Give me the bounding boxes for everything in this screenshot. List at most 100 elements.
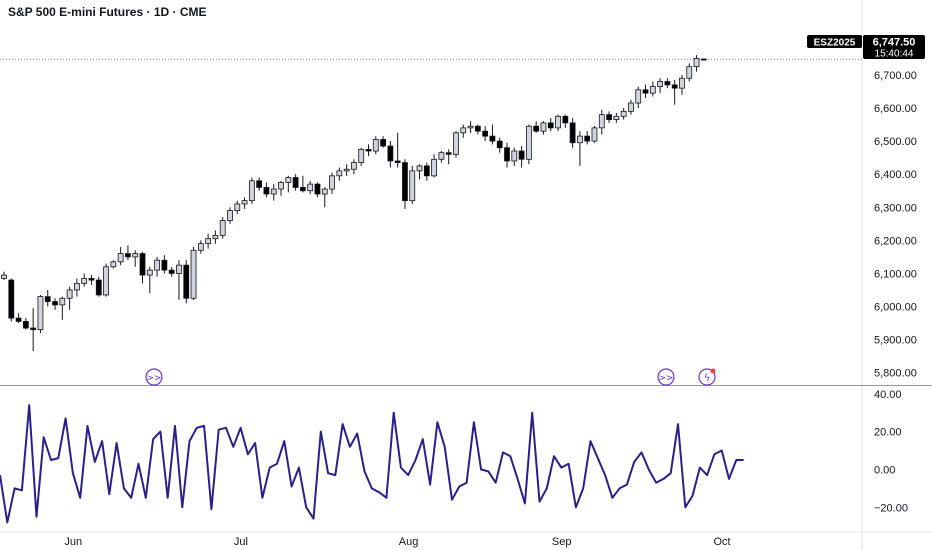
candle-body-up: [241, 200, 248, 205]
candle: [15, 313, 22, 324]
symbol-tag: ESZ2025: [814, 38, 856, 49]
price-tick-label: 6,700.00: [874, 70, 917, 82]
candle-body-down: [139, 253, 146, 276]
candle-body-down: [183, 264, 190, 299]
candle: [635, 86, 642, 109]
candle-body-down: [402, 162, 408, 202]
candle: [504, 142, 510, 168]
candle-body-down: [365, 148, 372, 152]
candle-body-down: [482, 130, 489, 137]
candle: [125, 245, 131, 261]
time-tick-label: Jun: [64, 536, 82, 548]
candle: [649, 81, 656, 97]
candle: [438, 151, 445, 163]
candle: [700, 58, 707, 61]
candle: [613, 112, 620, 123]
symbol-tag-bg: [807, 35, 862, 48]
candle: [598, 109, 605, 135]
event-icon-dividend-2[interactable]: >>: [657, 368, 675, 386]
candle-body-down: [489, 135, 496, 142]
candle-body-down: [168, 269, 175, 274]
candle: [671, 79, 678, 105]
candle: [577, 131, 583, 166]
candle: [584, 131, 591, 145]
candle-body-up: [176, 264, 182, 274]
time-axis[interactable]: Jun Jul Aug Sep Oct: [64, 536, 730, 548]
candle-body-down: [44, 296, 51, 302]
event-icon-dividend-1[interactable]: >>: [145, 368, 163, 386]
chart-title: S&P 500 E-mini Futures · 1D · CME: [8, 5, 207, 19]
candle-body-up: [103, 266, 109, 296]
candle-body-down: [394, 160, 401, 164]
candle-body-up: [285, 177, 292, 183]
candle-body-down: [161, 259, 168, 271]
candle: [292, 174, 299, 191]
candle-body-up: [686, 66, 693, 79]
candle: [37, 294, 44, 333]
candle-body-up: [1, 274, 7, 279]
candle: [103, 263, 109, 297]
candle-body-up: [66, 289, 73, 299]
candle-body-up: [146, 269, 153, 276]
candle: [642, 84, 649, 99]
candle: [1, 271, 7, 281]
candle: [380, 136, 386, 148]
candle: [256, 177, 263, 191]
candle: [176, 260, 182, 300]
candle-body-up: [321, 188, 328, 195]
candle-body-up: [307, 183, 314, 192]
candle-body-up: [132, 253, 139, 258]
last-price-label: 6,747.50: [873, 37, 916, 49]
candle: [44, 289, 51, 307]
candle-body-up: [270, 188, 277, 195]
candle-body-up: [431, 158, 438, 177]
price-tick-label: 6,100.00: [874, 268, 917, 280]
candle: [270, 184, 277, 201]
candle: [88, 275, 95, 286]
candle: [205, 233, 212, 249]
oscillator-tick-label: 40.00: [874, 389, 902, 401]
price-axis[interactable]: 5,800.00 5,900.00 6,000.00 6,100.00 6,200.00…: [874, 37, 917, 380]
candle: [336, 167, 343, 181]
candle-body-up: [635, 89, 642, 104]
candle: [146, 266, 153, 294]
price-tick-label: 6,400.00: [874, 169, 917, 181]
time-tick-label: Sep: [552, 536, 572, 548]
candle-body-down: [584, 135, 591, 142]
candle-body-up: [59, 297, 66, 306]
candle: [525, 124, 532, 165]
candle: [351, 159, 357, 175]
event-icon-economic[interactable]: ϟ: [698, 368, 716, 386]
candle-body-up: [613, 115, 620, 120]
candle-body-up: [154, 259, 160, 271]
oscillator-tick-label: 0.00: [874, 464, 895, 476]
candle: [241, 197, 248, 209]
candle-body-up: [409, 170, 416, 202]
candle-body-up: [351, 162, 357, 170]
candle: [358, 147, 365, 166]
candle: [52, 298, 58, 310]
oscillator-axis[interactable]: −20.00 0.00 20.00 40.00: [874, 389, 908, 515]
candle: [81, 273, 88, 287]
candle: [248, 177, 255, 204]
candle: [168, 266, 175, 277]
svg-text:>>: >>: [658, 374, 673, 384]
candle-body-up: [190, 249, 197, 299]
candle-body-down: [8, 279, 15, 319]
candle-body-up: [278, 182, 284, 190]
candle-body-up: [657, 81, 663, 87]
price-tick-label: 6,500.00: [874, 136, 917, 148]
candle: [285, 175, 292, 193]
candle: [197, 240, 204, 254]
candle-body-up: [110, 261, 117, 268]
candle-body-up: [577, 135, 583, 144]
candle: [110, 260, 117, 269]
candle: [278, 180, 284, 196]
candle: [365, 144, 372, 156]
candle-body-up: [438, 152, 445, 160]
price-tick-label: 5,900.00: [874, 335, 917, 347]
candle: [628, 99, 634, 115]
candle-body-up: [372, 139, 379, 152]
candle: [212, 230, 219, 244]
